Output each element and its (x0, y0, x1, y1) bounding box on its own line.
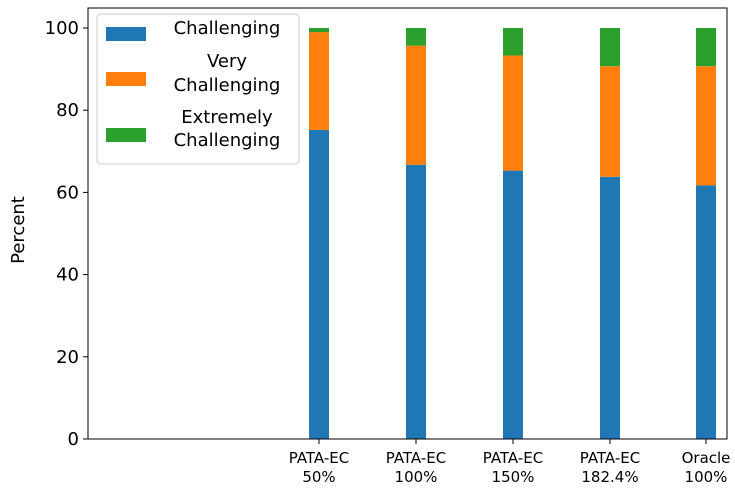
x-tick-label-3: PATA-EC 182.4% (580, 449, 640, 486)
bar-segment-2-2 (503, 28, 523, 56)
legend-label-1: Very Challenging (174, 51, 281, 96)
x-tick-label-1: PATA-EC 100% (386, 449, 446, 486)
bars-layer (309, 28, 716, 440)
y-axis-label: Percent (8, 196, 29, 264)
legend-label-2: Extremely Challenging (174, 107, 281, 151)
bar-segment-4-2 (696, 28, 716, 67)
bar-segment-1-0 (406, 164, 426, 439)
bar-segment-0-1 (309, 32, 329, 130)
legend-swatch-2 (106, 128, 146, 142)
bar-segment-2-1 (503, 55, 523, 171)
y-tick-label-2: 40 (56, 265, 79, 286)
legend-swatch-0 (106, 27, 146, 41)
legend-swatch-1 (106, 72, 146, 86)
bar-segment-0-0 (309, 129, 329, 440)
y-tick-label-4: 80 (56, 100, 79, 121)
legend-label-0: Challenging (174, 18, 281, 39)
x-tick-label-2: PATA-EC 150% (483, 449, 543, 486)
legend-box (96, 13, 300, 165)
y-tick-label-3: 60 (56, 182, 79, 203)
legend: Challenging Very Challenging Extremely Chall… (96, 13, 300, 165)
bar-segment-1-1 (406, 45, 426, 165)
bar-segment-3-1 (600, 66, 620, 177)
bar-segment-2-0 (503, 170, 523, 439)
bar-segment-3-0 (600, 176, 620, 440)
y-tick-label-5: 100 (45, 18, 79, 39)
bar-segment-4-0 (696, 185, 716, 439)
y-tick-label-1: 20 (56, 347, 79, 368)
x-tick-label-0: PATA-EC 50% (289, 449, 349, 486)
bar-segment-3-2 (600, 28, 620, 67)
bar-segment-0-2 (309, 28, 329, 33)
y-tick-label-0: 0 (68, 429, 79, 450)
x-tick-label-4: Oracle 100% (682, 449, 731, 486)
bar-segment-1-2 (406, 28, 426, 46)
axes-layer: 0 20 40 60 80 100 PATA-EC 50% PATA-EC 100% PATA-EC… (8, 7, 731, 486)
bar-segment-4-1 (696, 66, 716, 186)
plot-frame (87, 7, 728, 440)
